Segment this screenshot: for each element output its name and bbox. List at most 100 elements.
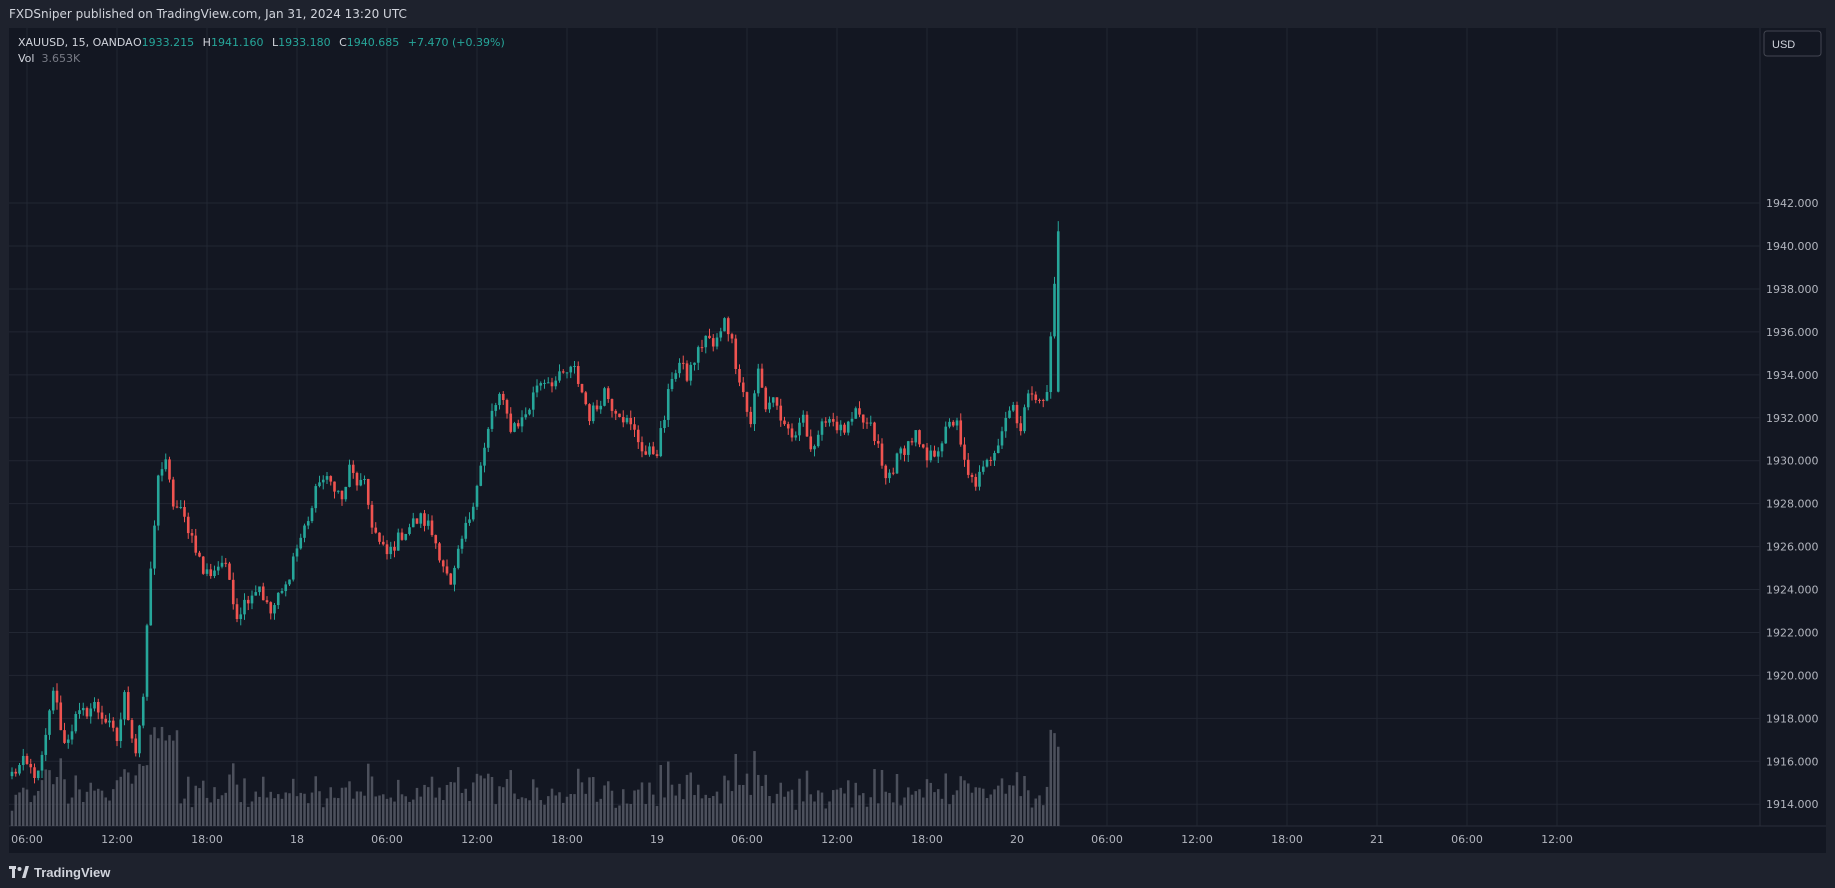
candle-body: [1004, 417, 1008, 432]
candle-body: [423, 513, 426, 526]
candle-body: [408, 527, 411, 534]
time-tick-label: 19: [650, 833, 664, 846]
price-tick-label: 1928.000: [1766, 498, 1819, 511]
candle-body: [633, 424, 636, 430]
candle-body: [914, 430, 918, 443]
candle-body: [449, 573, 453, 585]
volume-bar: [625, 803, 629, 826]
candle-body: [385, 544, 389, 555]
candle-body: [1041, 400, 1045, 402]
volume-bar: [164, 740, 167, 826]
volume-bar: [115, 780, 119, 826]
volume-bar: [577, 768, 580, 826]
candle-body: [723, 318, 726, 332]
volume-bar: [967, 783, 970, 826]
volume-bar: [772, 803, 775, 826]
candle-body: [760, 368, 764, 388]
candle-body: [224, 562, 228, 564]
candle-body: [880, 443, 884, 466]
volume-bar: [179, 803, 182, 826]
volume-bar: [370, 776, 374, 826]
change-value: +7.470 (+0.39%): [408, 36, 505, 49]
volume-bar: [288, 793, 291, 826]
volume-bar: [539, 800, 542, 826]
candle-body: [1015, 404, 1019, 424]
volume-bar: [157, 738, 160, 826]
volume-bar: [1053, 733, 1056, 826]
low-label: L: [272, 36, 279, 49]
volume-bar: [284, 792, 287, 826]
volume-bar: [1027, 790, 1030, 826]
candle-body: [764, 387, 768, 410]
candle-body: [426, 520, 430, 526]
candle-body: [51, 690, 55, 711]
candle-body: [261, 586, 265, 601]
volume-bar: [423, 784, 426, 826]
volume-bar: [925, 779, 929, 826]
volume-bars: [10, 726, 1060, 826]
currency-button[interactable]: USD: [1763, 30, 1822, 57]
volume-bar: [858, 795, 861, 826]
candle-body: [280, 591, 284, 593]
volume-bar: [622, 789, 625, 826]
candle-body: [850, 418, 854, 422]
volume-bar: [895, 773, 899, 826]
volume-bar: [1034, 798, 1037, 826]
candle-body: [276, 592, 280, 606]
candle-body: [798, 422, 801, 436]
candle-body: [156, 475, 160, 526]
volume-bar: [674, 795, 677, 826]
candle-body: [78, 710, 81, 715]
volume-bar: [329, 787, 332, 826]
price-tick-label: 1932.000: [1766, 412, 1819, 425]
time-tick-label: 06:00: [11, 833, 43, 846]
volume-bar: [78, 789, 81, 826]
volume-bar: [989, 794, 992, 826]
volume-bar: [348, 781, 351, 826]
tradingview-brand[interactable]: TradingView: [9, 863, 110, 881]
candle-body: [186, 516, 190, 534]
volume-bar: [888, 792, 891, 826]
volume-bar: [85, 791, 89, 826]
candle-body: [96, 701, 100, 713]
candle-body: [891, 472, 895, 474]
candle-body: [588, 404, 591, 422]
price-tick-label: 1940.000: [1766, 240, 1819, 253]
price-tick-label: 1938.000: [1766, 283, 1819, 296]
price-chart[interactable]: 1914.000 1916.000 1918.000 1920.000 1922.000…: [0, 0, 1835, 855]
volume-bar: [775, 793, 779, 826]
candle-body: [809, 436, 813, 450]
candle-body: [835, 421, 839, 431]
candle-body: [351, 464, 355, 473]
candle-body: [190, 533, 194, 536]
candle-body: [644, 451, 648, 455]
candle-body: [948, 421, 951, 427]
time-tick-label: 06:00: [371, 833, 403, 846]
volume-bar: [48, 770, 51, 826]
volume-bar: [719, 803, 722, 826]
volume-bar: [985, 798, 989, 826]
volume-bar: [543, 804, 546, 826]
candle-body: [745, 392, 749, 412]
candle-body: [509, 413, 513, 432]
candle-body: [498, 393, 501, 406]
volume-bar: [310, 792, 314, 826]
volume-bar: [678, 783, 681, 826]
volume-bar: [337, 798, 340, 826]
candle-body: [303, 525, 306, 538]
candle-body: [25, 755, 29, 764]
volume-bar: [63, 779, 66, 826]
candle-body: [1045, 392, 1049, 401]
volume-bar: [952, 794, 955, 826]
volume-bar: [325, 798, 329, 826]
candle-body: [903, 448, 906, 455]
volume-bar: [1000, 778, 1004, 826]
volume-bar: [25, 789, 29, 826]
volume-bar: [490, 776, 494, 826]
volume-bar: [160, 726, 164, 826]
volume-bar: [802, 801, 805, 826]
candle-body: [561, 371, 565, 373]
volume-bar: [37, 790, 40, 826]
volume-bar: [997, 785, 1000, 826]
candle-body: [936, 451, 940, 457]
